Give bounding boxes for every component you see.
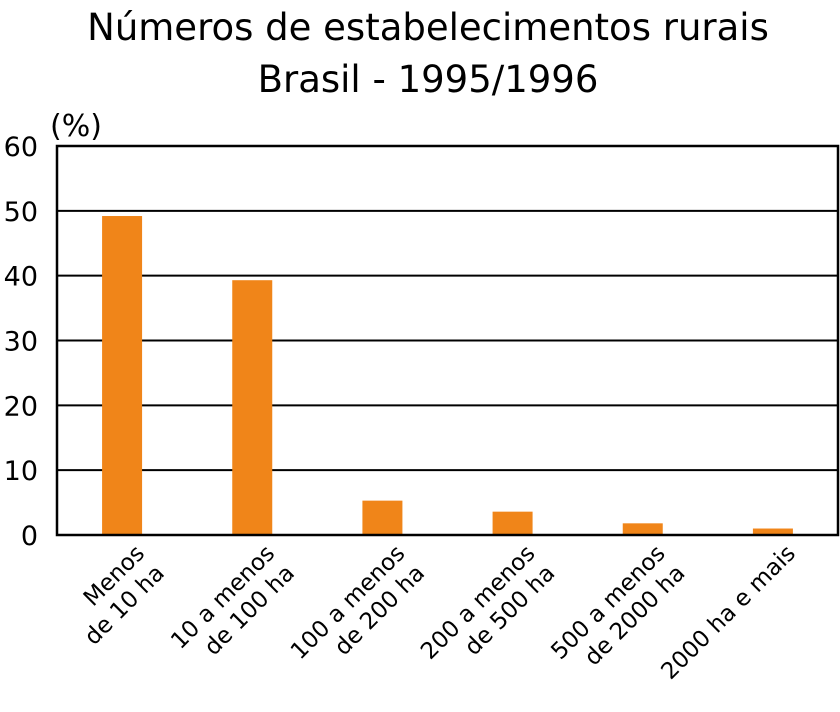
bar bbox=[232, 280, 273, 535]
svg-text:10 a menosde 100 ha: 10 a menosde 100 ha bbox=[166, 541, 300, 675]
y-tick-label: 10 bbox=[4, 456, 38, 487]
bar bbox=[752, 528, 793, 535]
svg-text:2000 ha e mais: 2000 ha e mais bbox=[656, 541, 800, 685]
x-category-label: 2000 ha e mais bbox=[656, 541, 800, 685]
x-category-label: 10 a menosde 100 ha bbox=[166, 541, 300, 675]
bar bbox=[102, 216, 143, 535]
bar bbox=[492, 511, 533, 535]
y-tick-label: 30 bbox=[4, 327, 38, 358]
y-tick-label: 20 bbox=[4, 391, 38, 422]
y-axis-ticks: 0 10 20 30 40 50 60 bbox=[4, 132, 38, 552]
svg-text:200 a menosde 500 ha: 200 a menosde 500 ha bbox=[416, 541, 560, 685]
bar bbox=[622, 523, 663, 535]
plot-area-frame bbox=[55, 144, 840, 537]
svg-text:100 a menosde 200 ha: 100 a menosde 200 ha bbox=[286, 541, 430, 685]
y-axis-unit-label: (%) bbox=[50, 109, 102, 144]
x-category-label: 200 a menosde 500 ha bbox=[416, 541, 560, 685]
bar bbox=[362, 500, 403, 535]
bars bbox=[102, 216, 793, 535]
chart-title: Números de estabelecimentos rurais bbox=[87, 6, 769, 49]
x-category-label: Menosde 10 ha bbox=[60, 541, 170, 651]
y-tick-label: 0 bbox=[21, 521, 38, 552]
svg-text:Menosde 10 ha: Menosde 10 ha bbox=[60, 541, 170, 651]
gridlines bbox=[57, 209, 838, 472]
y-tick-label: 60 bbox=[4, 132, 38, 163]
x-category-label-line: 2000 ha e mais bbox=[656, 541, 800, 685]
chart-subtitle: Brasil - 1995/1996 bbox=[258, 58, 599, 101]
y-tick-label: 40 bbox=[4, 262, 38, 293]
x-category-label: 100 a menosde 200 ha bbox=[286, 541, 430, 685]
y-tick-label: 50 bbox=[4, 197, 38, 228]
